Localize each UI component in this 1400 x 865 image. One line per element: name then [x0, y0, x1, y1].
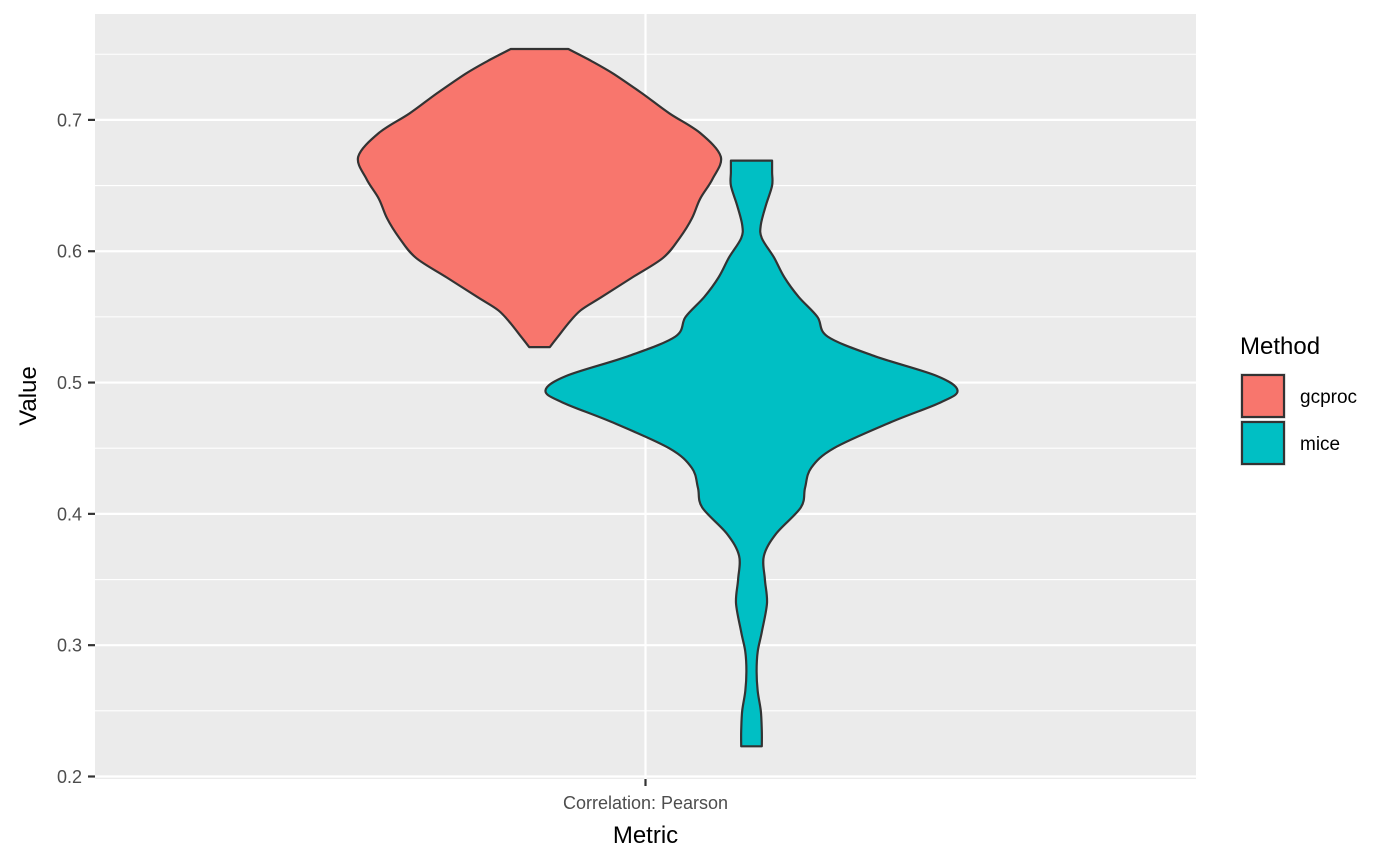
- legend-key-gcproc: [1240, 373, 1286, 419]
- y-tick-label: 0.7: [57, 110, 82, 130]
- legend-label-mice: mice: [1300, 434, 1340, 455]
- y-axis: 0.2 0.3 0.4 0.5 0.6 0.7: [57, 110, 95, 787]
- x-axis-title: Metric: [613, 822, 678, 849]
- y-tick-label: 0.2: [57, 767, 82, 787]
- y-tick-label: 0.3: [57, 636, 82, 656]
- legend: Method gcproc mice: [1240, 333, 1357, 466]
- legend-title: Method: [1240, 333, 1320, 360]
- y-tick-label: 0.6: [57, 242, 82, 262]
- x-axis: Correlation: Pearson: [563, 779, 728, 813]
- violins: [356, 47, 959, 748]
- x-tick-label: Correlation: Pearson: [563, 793, 728, 813]
- y-tick-label: 0.5: [57, 373, 82, 393]
- legend-key-mice: [1240, 420, 1286, 466]
- violin-mice: [544, 159, 959, 748]
- y-axis-title: Value: [15, 366, 42, 426]
- y-tick-label: 0.4: [57, 504, 82, 524]
- legend-label-gcproc: gcproc: [1300, 387, 1357, 408]
- violin-gcproc: [356, 47, 723, 349]
